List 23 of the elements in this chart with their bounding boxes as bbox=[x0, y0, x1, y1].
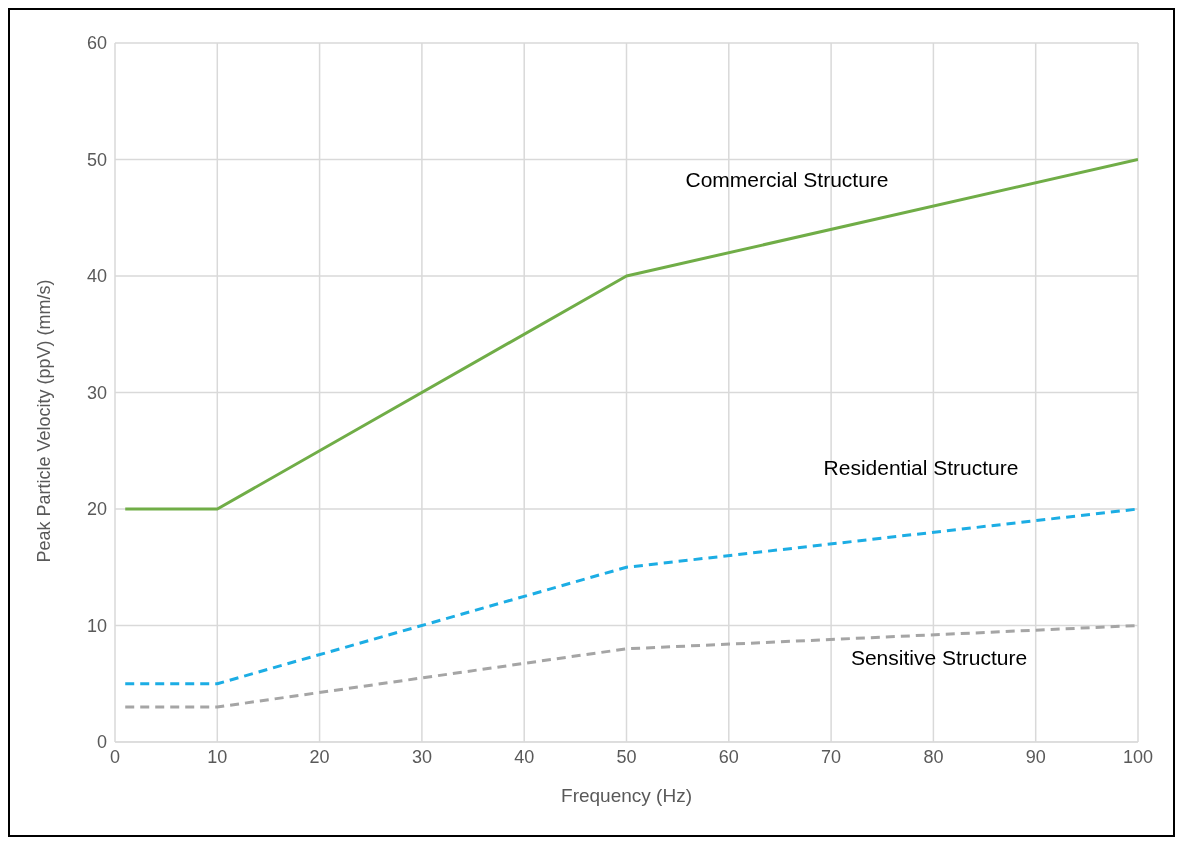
y-tick-label: 20 bbox=[86, 499, 107, 520]
x-tick-label: 0 bbox=[109, 746, 121, 767]
series-label: Commercial Structure bbox=[685, 168, 889, 192]
y-axis-title: Peak Particle Velocity (ppV) (mm/s) bbox=[34, 279, 55, 563]
x-tick-label: 40 bbox=[514, 746, 535, 767]
y-tick-label: 30 bbox=[86, 382, 107, 403]
text: Residential Structure bbox=[823, 455, 1019, 479]
series-label: Sensitive Structure bbox=[850, 646, 1028, 670]
x-tick-label: 90 bbox=[1025, 746, 1046, 767]
x-tick-label: 30 bbox=[411, 746, 432, 767]
x-tick-label: 70 bbox=[821, 746, 842, 767]
x-axis-title: Frequency (Hz) bbox=[561, 785, 692, 806]
y-tick-label: 50 bbox=[86, 149, 107, 170]
x-tick-label: 60 bbox=[718, 746, 739, 767]
y-tick-label: 10 bbox=[86, 615, 107, 636]
x-tick-label: 80 bbox=[923, 746, 944, 767]
x-tick-label: 10 bbox=[207, 746, 228, 767]
y-tick-label: 0 bbox=[96, 732, 107, 753]
x-tick-label: 50 bbox=[616, 746, 637, 767]
y-tick-label: 40 bbox=[86, 266, 107, 287]
x-tick-label: 20 bbox=[309, 746, 330, 767]
x-tick-label: 100 bbox=[1122, 746, 1154, 767]
y-tick-label: 60 bbox=[86, 33, 107, 54]
